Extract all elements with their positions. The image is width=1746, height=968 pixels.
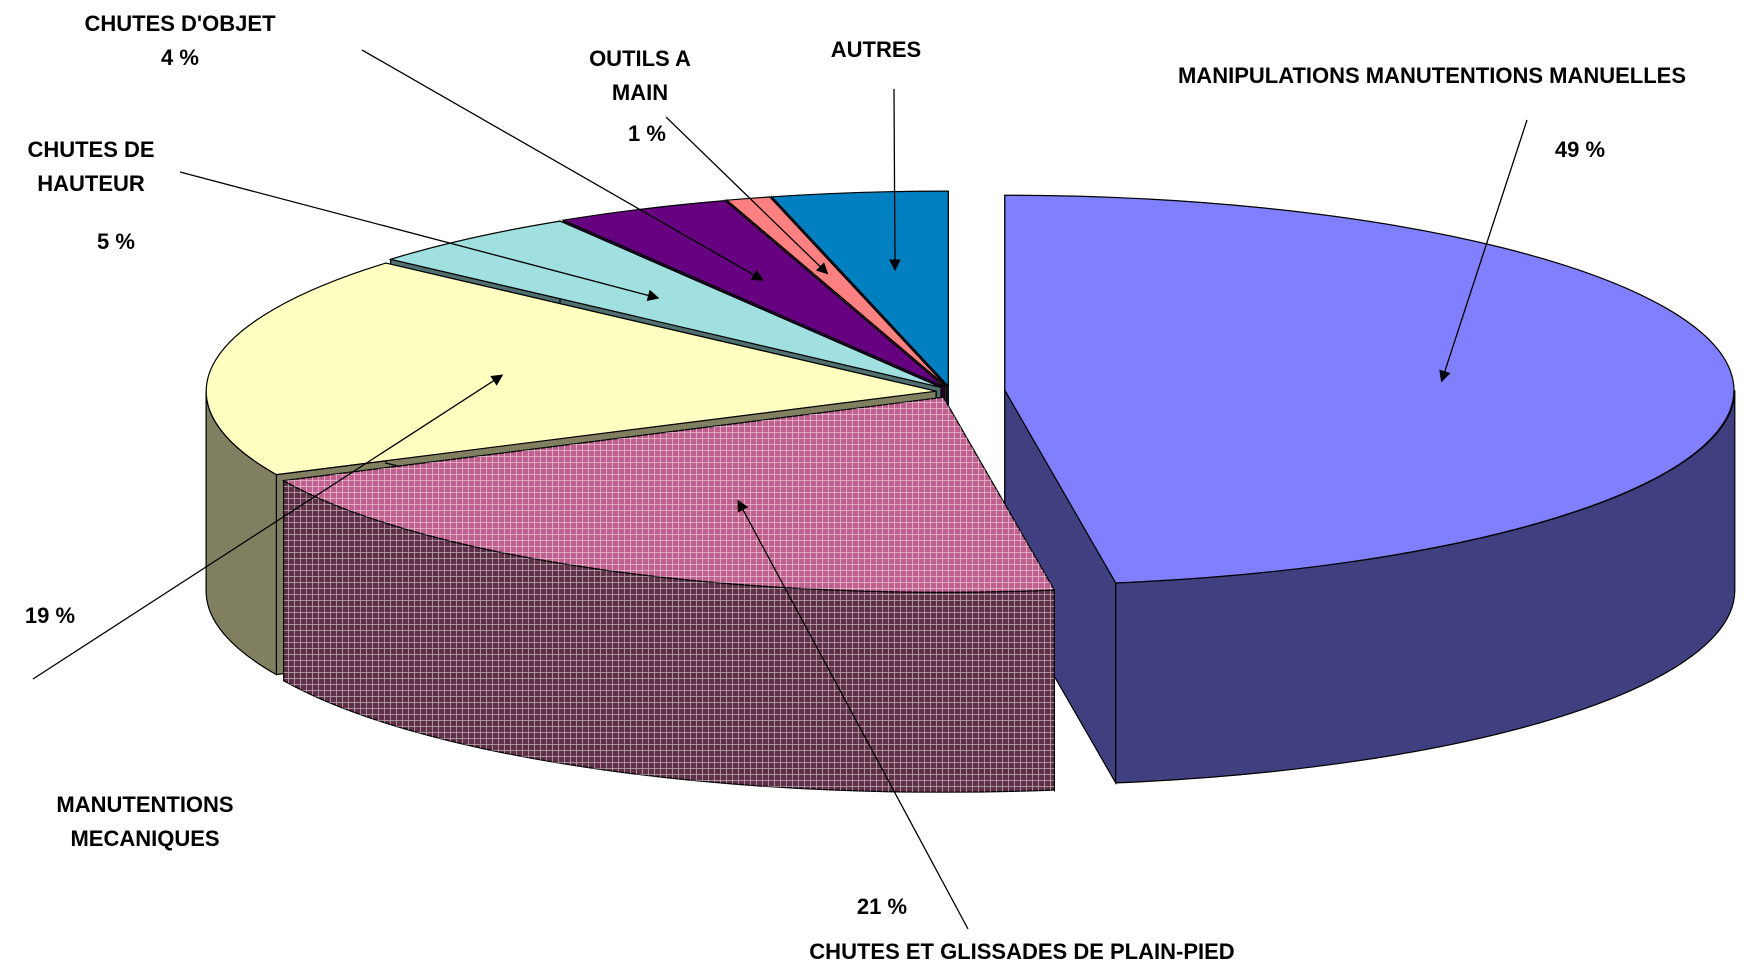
leader-line (737, 499, 969, 930)
leader-line (665, 116, 829, 275)
leader-line (889, 88, 901, 272)
slice-top (770, 190, 949, 388)
category-label: MANIPULATIONS MANUTENTIONS MANUELLES (1177, 63, 1687, 88)
slice-top (388, 220, 942, 388)
category-label: CHUTES ET GLISSADES DE PLAIN-PIED (809, 939, 1235, 964)
slice-top (205, 262, 937, 476)
slice-top (561, 199, 945, 388)
leader-line (361, 49, 764, 281)
slice-wall-pattern (283, 480, 1055, 793)
leader-line (32, 374, 504, 680)
category-label: CHUTES D'OBJET (84, 11, 276, 36)
slice-top (1004, 194, 1735, 584)
slice-top (725, 196, 947, 387)
leader-line (179, 171, 660, 302)
value-label: 5 % (97, 229, 135, 254)
value-label: 1 % (628, 121, 666, 146)
value-label: 19 % (24, 603, 76, 628)
category-label: AUTRES (830, 37, 922, 62)
category-label: CHUTES DE HAUTEUR (27, 137, 155, 196)
value-label: 49 % (1554, 137, 1606, 162)
slice-top-pattern (283, 397, 1055, 593)
category-label: OUTILS A MAIN (589, 46, 691, 105)
value-label: 21 % (856, 894, 908, 919)
category-label: MANUTENTIONS MECANIQUES (56, 792, 234, 851)
value-label: 4 % (161, 45, 199, 70)
leader-line (1439, 119, 1528, 383)
